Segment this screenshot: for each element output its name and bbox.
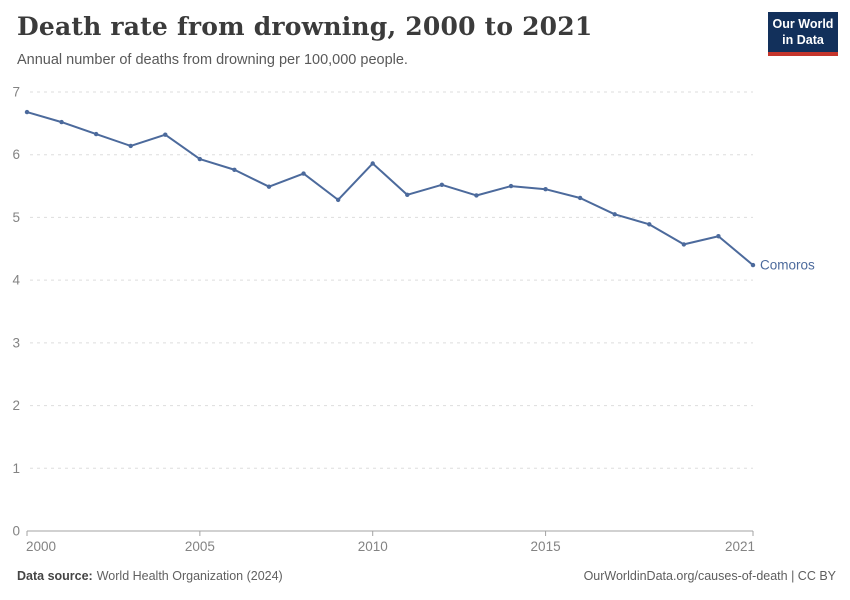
data-point-2016[interactable]	[577, 195, 583, 201]
data-point-2001[interactable]	[59, 119, 64, 125]
x-tick-label-2021: 2021	[725, 539, 755, 554]
owid-logo-line1: Our World	[772, 17, 834, 31]
data-source-label: Data source:	[17, 569, 93, 583]
data-point-2021[interactable]	[750, 262, 756, 268]
data-point-2009[interactable]	[335, 197, 341, 203]
data-point-2011[interactable]	[405, 192, 410, 198]
y-tick-label-5: 5	[12, 210, 20, 225]
y-tick-label-0: 0	[12, 524, 20, 539]
y-tick-label-3: 3	[12, 335, 20, 350]
data-point-2005[interactable]	[197, 156, 203, 162]
y-tick-label-4: 4	[12, 273, 20, 288]
series-label-comoros[interactable]: Comoros	[760, 258, 815, 273]
data-point-2004[interactable]	[163, 132, 168, 137]
data-point-2008[interactable]	[301, 171, 306, 176]
data-point-2002[interactable]	[93, 131, 99, 137]
data-point-2006[interactable]	[232, 167, 237, 172]
data-point-2014[interactable]	[508, 183, 514, 189]
chart-subtitle: Annual number of deaths from drowning pe…	[17, 52, 408, 68]
data-source-value: World Health Organization (2024)	[96, 569, 283, 583]
owid-logo-line2: in Data	[782, 32, 824, 47]
data-point-2017[interactable]	[612, 212, 617, 217]
data-point-2010[interactable]	[370, 161, 375, 166]
x-tick-label-2010: 2010	[358, 539, 388, 554]
data-point-2000[interactable]	[24, 109, 30, 115]
y-tick-label-2: 2	[12, 398, 20, 413]
data-point-2012[interactable]	[439, 182, 445, 188]
data-point-2019[interactable]	[681, 242, 687, 247]
x-tick-label-2015: 2015	[531, 539, 561, 554]
y-tick-label-7: 7	[12, 85, 20, 100]
credit-link[interactable]: OurWorldinData.org/causes-of-death | CC …	[583, 569, 836, 583]
data-point-2018[interactable]	[647, 222, 652, 227]
data-source: Data source: World Health Organization (2…	[17, 569, 283, 583]
data-point-2020[interactable]	[716, 234, 721, 239]
chart-footer: Data source: World Health Organization (2…	[17, 569, 836, 583]
y-tick-label-1: 1	[12, 461, 20, 476]
line-chart: 0 1 2 3 4 5 6 7 2000 2005 2010 2015 2021 Comoros	[12, 85, 815, 555]
y-tick-label-6: 6	[12, 147, 20, 162]
owid-logo[interactable]: Our World in Data	[768, 12, 838, 57]
data-point-2015[interactable]	[543, 187, 548, 192]
x-tick-label-2005: 2005	[185, 539, 215, 554]
data-point-2007[interactable]	[266, 184, 272, 189]
data-point-2003[interactable]	[128, 143, 133, 149]
series-line-comoros[interactable]	[26, 111, 754, 267]
data-point-2013[interactable]	[474, 193, 479, 198]
x-tick-label-2000: 2000	[26, 539, 56, 554]
chart-title: Death rate from drowning, 2000 to 2021	[17, 12, 593, 41]
